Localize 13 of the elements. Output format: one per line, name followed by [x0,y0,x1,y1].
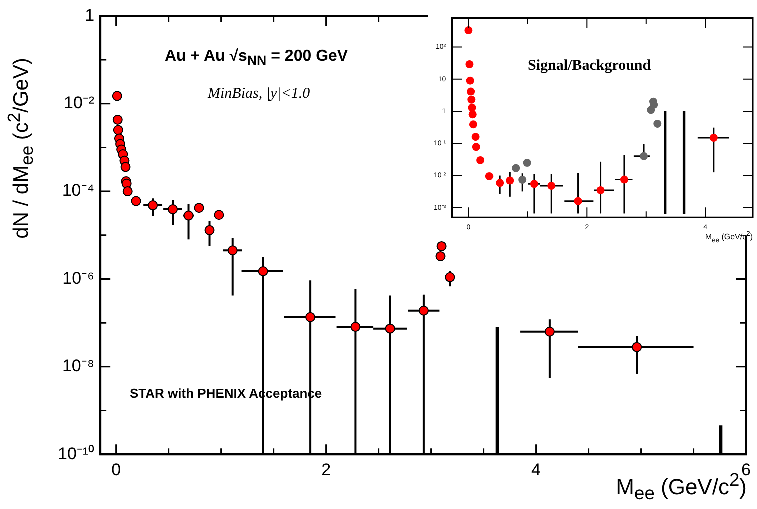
y-tick-label: 10⁻² [64,94,95,113]
text: Signal/Background [528,58,652,75]
annotation: MinBias, |y|<1.0 [208,86,310,103]
x-axis-title: M$_{ee}$ (GeV/c$^{2}$) [705,230,753,244]
y-tick-label: 1 [85,6,95,25]
x-tick-label: 4 [532,460,542,480]
y-tick-label: 10⁻¹⁰ [58,444,95,464]
annotation: Au + Au √s$_{NN}$ = 200 GeV [165,48,348,68]
x-tick-label: 0 [112,460,122,480]
y-tick-label: 10⁻⁶ [62,268,95,288]
x-tick-label: 2 [322,460,332,480]
y-tick-label: 10⁻⁸ [62,356,95,376]
y-tick-label: 10⁻⁴ [62,181,95,200]
